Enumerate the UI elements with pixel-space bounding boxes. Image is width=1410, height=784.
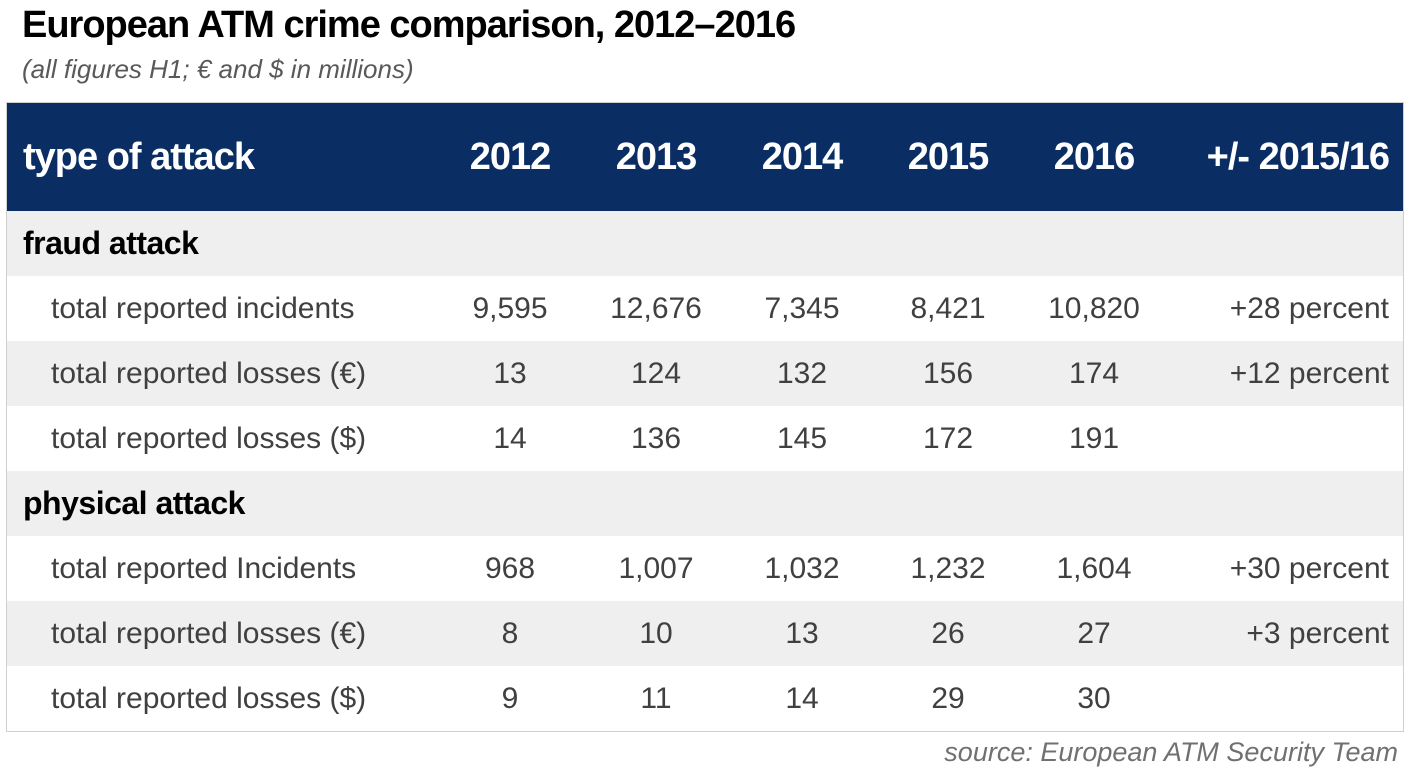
- table-cell: 8: [501, 616, 519, 650]
- table-cell: 1,604: [1056, 551, 1132, 585]
- table-cell: 1,032: [764, 551, 840, 585]
- table-cell: 10: [639, 616, 673, 650]
- column-header: type of attack: [23, 135, 255, 178]
- table-cell: 11: [640, 681, 672, 715]
- chart-subtitle: (all figures H1; € and $ in millions): [22, 54, 414, 84]
- crime-comparison-table: type of attack 2012 2013 2014 2015 2016 …: [7, 103, 1403, 731]
- table-cell: 191: [1068, 421, 1120, 455]
- change-cell: +30 percent: [1229, 551, 1389, 585]
- table-cell: 13: [493, 356, 527, 390]
- table-cell: 1,232: [910, 551, 986, 585]
- column-header: 2013: [615, 135, 698, 178]
- table-cell: 156: [922, 356, 974, 390]
- table-cell: 26: [931, 616, 965, 650]
- table-cell: 124: [630, 356, 682, 390]
- row-label: total reported losses ($): [51, 421, 367, 455]
- table-header-row: type of attack 2012 2013 2014 2015 2016 …: [7, 103, 1403, 211]
- section-title: physical attack: [23, 485, 245, 521]
- table-cell: 13: [785, 616, 819, 650]
- table-cell: 14: [785, 681, 819, 715]
- change-cell: +12 percent: [1229, 356, 1389, 390]
- table-cell: 145: [776, 421, 828, 455]
- source-note: source: European ATM Security Team: [944, 737, 1398, 767]
- table-cell: 7,345: [764, 291, 840, 325]
- column-header: 2012: [469, 135, 552, 178]
- section-header-row: fraud attack: [7, 211, 1403, 276]
- row-label: total reported losses ($): [51, 681, 367, 715]
- table-row: total reported losses ($) 14 136 145 172 191: [7, 406, 1403, 471]
- table-cell: 1,007: [618, 551, 694, 585]
- column-header: 2015: [907, 135, 990, 178]
- table-row: total reported Incidents 968 1,007 1,032 1,2…: [7, 536, 1403, 601]
- table-row: total reported losses ($) 9 11 14 29 30: [7, 666, 1403, 731]
- table-row: total reported losses (€) 8 10 13 26 27 +3 per…: [7, 601, 1403, 666]
- row-label: total reported losses (€): [51, 616, 367, 650]
- table-cell: 172: [922, 421, 974, 455]
- column-header: +/- 2015/16: [1206, 135, 1390, 178]
- row-label: total reported losses (€): [51, 356, 367, 390]
- row-label: total reported incidents: [51, 291, 355, 325]
- table-cell: 29: [931, 681, 965, 715]
- table-cell: 136: [630, 421, 682, 455]
- table-body: fraud attack total reported incidents 9,59…: [7, 211, 1403, 731]
- table-cell: 12,676: [610, 291, 702, 325]
- table-cell: 9,595: [472, 291, 548, 325]
- section-header-row: physical attack: [7, 471, 1403, 536]
- table-cell: 8,421: [910, 291, 986, 325]
- table-row: total reported incidents 9,595 12,676 7,345…: [7, 276, 1403, 341]
- section-title: fraud attack: [23, 225, 199, 261]
- change-cell: [1167, 666, 1403, 731]
- change-cell: +3 percent: [1246, 616, 1389, 650]
- data-table-container: type of attack 2012 2013 2014 2015 2016 …: [6, 102, 1404, 732]
- column-header: 2014: [761, 135, 844, 178]
- table-cell: 968: [484, 551, 536, 585]
- row-label: total reported Incidents: [51, 551, 357, 585]
- change-cell: +28 percent: [1229, 291, 1389, 325]
- table-cell: 30: [1077, 681, 1111, 715]
- table-cell: 174: [1068, 356, 1120, 390]
- table-cell: 27: [1077, 616, 1111, 650]
- change-cell: [1167, 406, 1403, 471]
- chart-title: European ATM crime comparison, 2012–2016: [22, 4, 796, 46]
- table-cell: 132: [776, 356, 828, 390]
- table-cell: 14: [493, 421, 527, 455]
- column-header: 2016: [1053, 135, 1136, 178]
- table-cell: 10,820: [1048, 291, 1140, 325]
- table-cell: 9: [501, 681, 519, 715]
- table-row: total reported losses (€) 13 124 132 156 174 +…: [7, 341, 1403, 406]
